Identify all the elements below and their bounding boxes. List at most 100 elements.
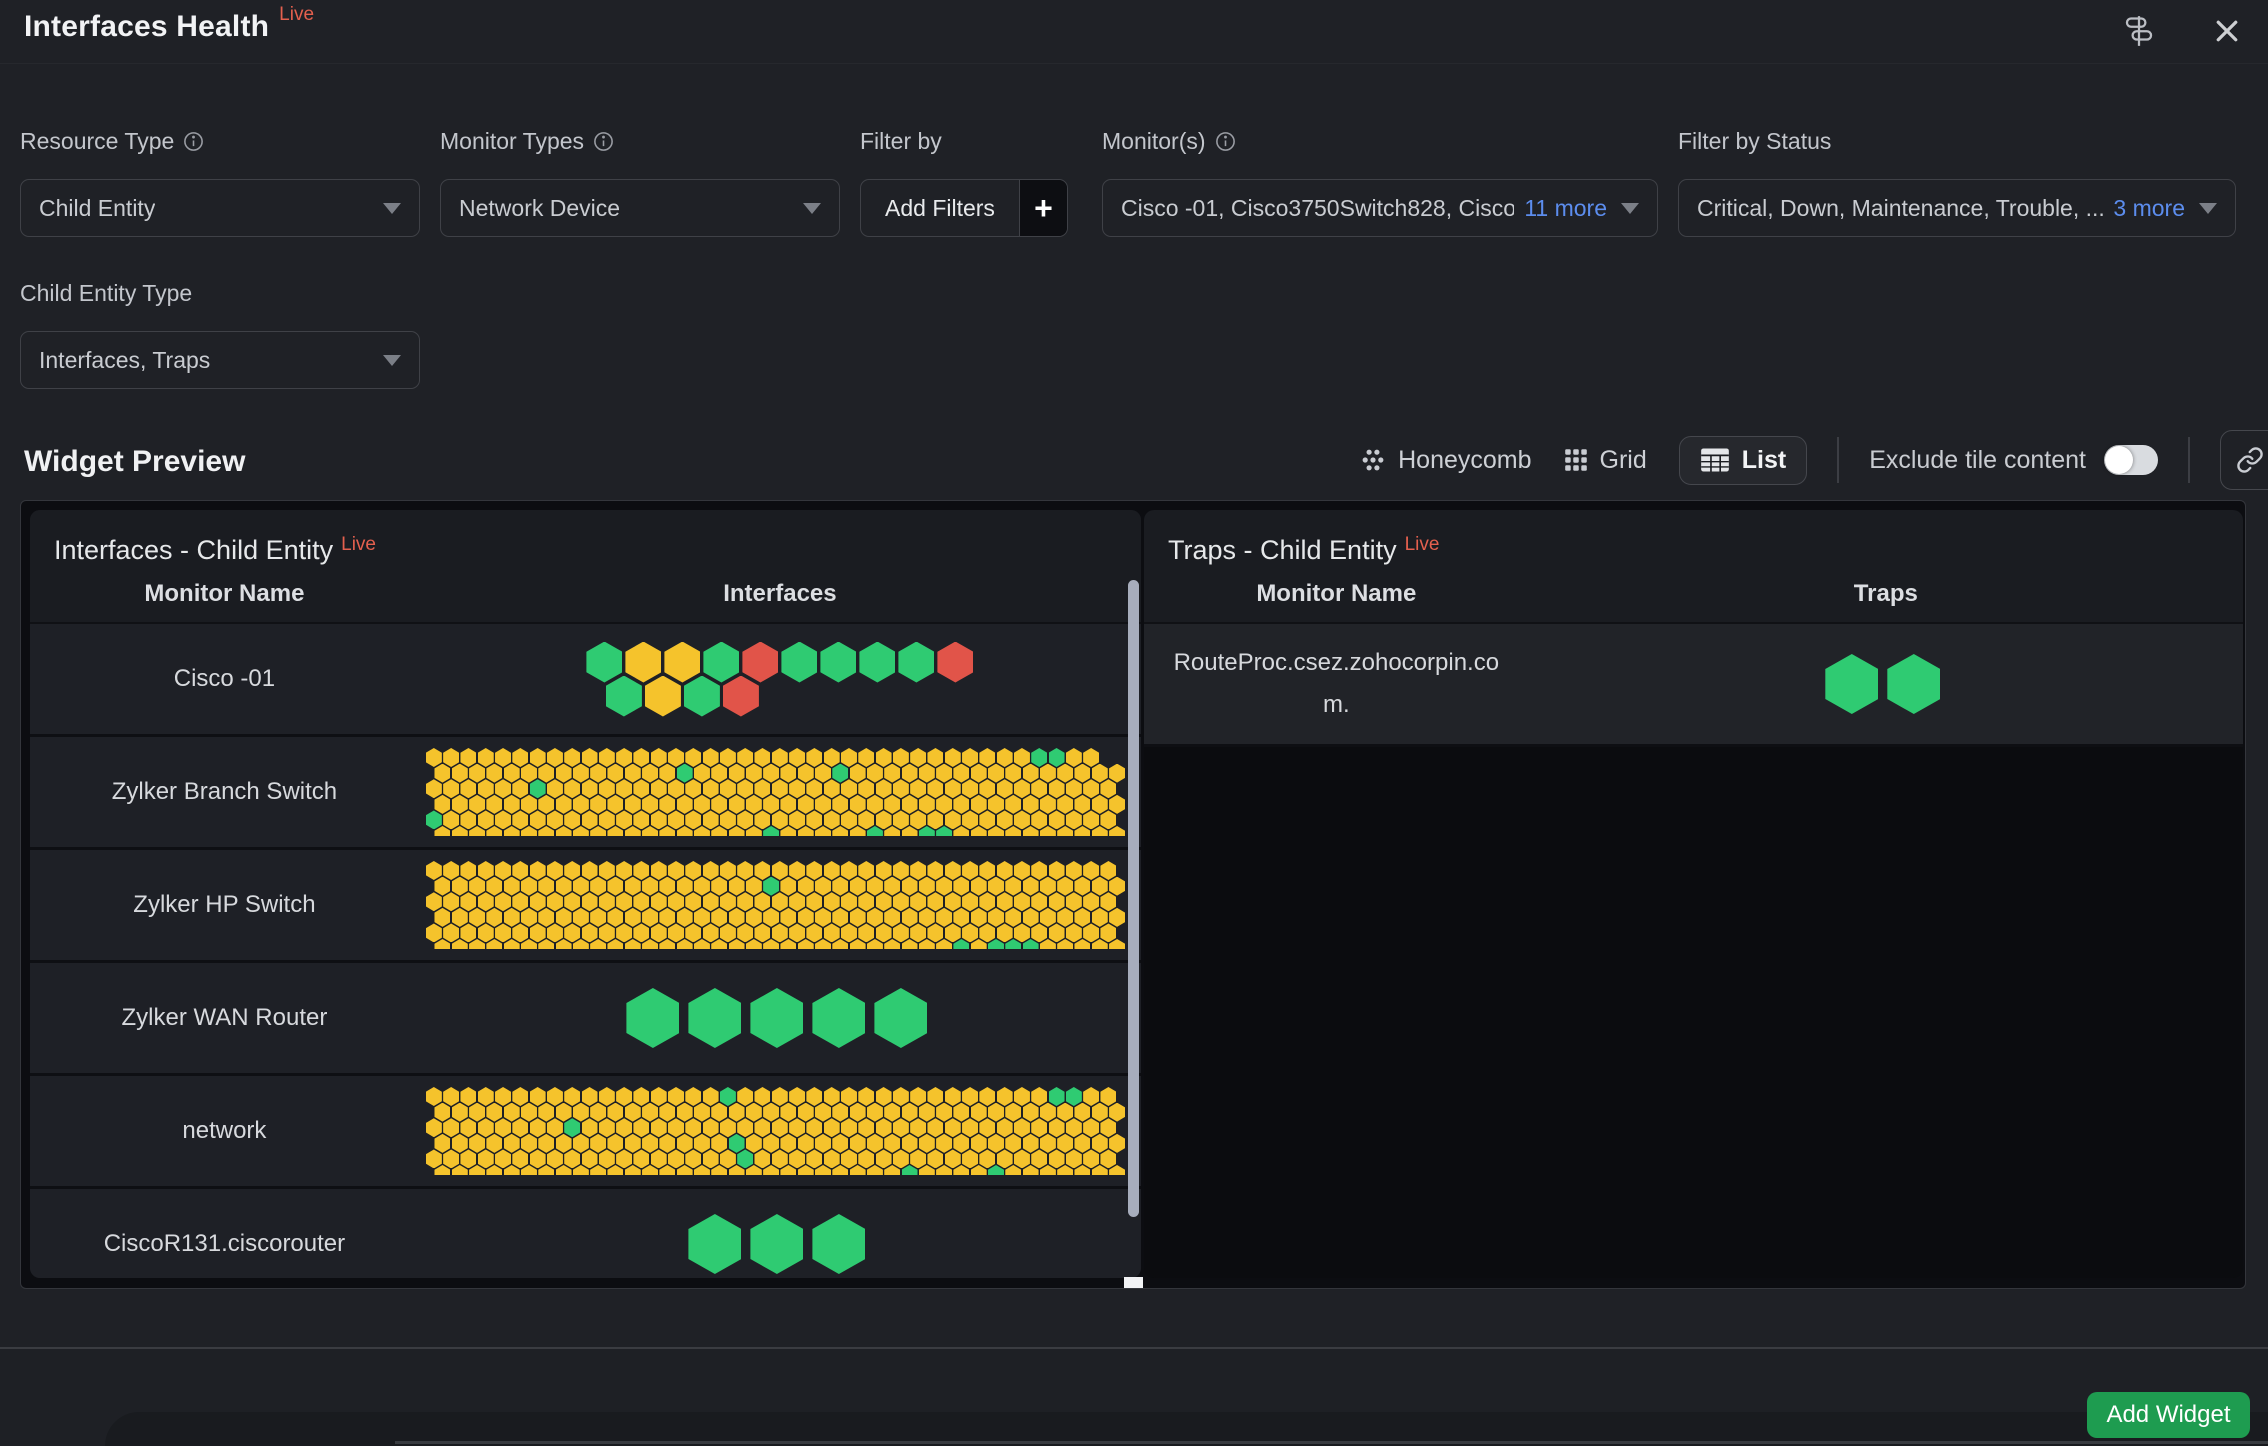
hex-tile-trouble[interactable] — [944, 861, 961, 880]
hex-tile-trouble[interactable] — [693, 939, 710, 949]
hex-tile-trouble[interactable] — [1100, 892, 1117, 912]
hex-tile-trouble[interactable] — [763, 1102, 780, 1122]
hex-tile-trouble[interactable] — [953, 826, 970, 836]
hex-tile-trouble[interactable] — [607, 1102, 624, 1122]
hex-tile-trouble[interactable] — [884, 794, 901, 814]
hex-tile-trouble[interactable] — [572, 939, 589, 949]
hex-tile-trouble[interactable] — [659, 1165, 676, 1175]
hex-tile-trouble[interactable] — [555, 939, 572, 949]
hex-tile-trouble[interactable] — [901, 907, 918, 927]
hex-tile-trouble[interactable] — [858, 892, 875, 912]
hex-tile-trouble[interactable] — [503, 1133, 520, 1153]
hex-tile-trouble[interactable] — [970, 794, 987, 814]
hex-tile-trouble[interactable] — [451, 794, 468, 814]
hex-tile-trouble[interactable] — [849, 907, 866, 927]
close-icon[interactable] — [2212, 16, 2242, 46]
hex-tile-trouble[interactable] — [693, 876, 710, 896]
hex-tile-trouble[interactable] — [425, 748, 442, 767]
hex-tile-trouble[interactable] — [702, 1087, 719, 1106]
info-icon[interactable] — [1215, 131, 1236, 152]
hex-tile-up[interactable] — [529, 779, 546, 799]
hex-tile-trouble[interactable] — [711, 939, 728, 949]
hex-tile-trouble[interactable] — [1065, 1118, 1082, 1138]
hex-tile-trouble[interactable] — [970, 763, 987, 783]
hex-tile-trouble[interactable] — [936, 1102, 953, 1122]
hex-tile-trouble[interactable] — [1083, 810, 1100, 830]
hex-tile-trouble[interactable] — [520, 1102, 537, 1122]
hex-tile-trouble[interactable] — [477, 779, 494, 799]
hex-tile-trouble[interactable] — [616, 861, 633, 880]
hex-tile-trouble[interactable] — [676, 1165, 693, 1175]
hex-tile-trouble[interactable] — [668, 810, 684, 830]
hex-tile-trouble[interactable] — [590, 763, 607, 783]
hex-tile-trouble[interactable] — [581, 923, 598, 943]
hex-tile-up[interactable] — [763, 826, 780, 836]
hex-tile-trouble[interactable] — [797, 907, 814, 927]
hex-tile-trouble[interactable] — [668, 748, 684, 767]
hex-tile-trouble[interactable] — [780, 907, 797, 927]
plus-icon[interactable]: + — [1018, 180, 1067, 236]
hex-tile-trouble[interactable] — [590, 907, 607, 927]
hex-tile-trouble[interactable] — [1022, 794, 1039, 814]
hex-tile-trouble[interactable] — [849, 826, 866, 836]
hex-tile-trouble[interactable] — [538, 939, 555, 949]
hex-tile-trouble[interactable] — [607, 939, 624, 949]
hex-tile-trouble[interactable] — [546, 810, 563, 830]
hex-tile-trouble[interactable] — [1091, 826, 1108, 836]
hex-tile-trouble[interactable] — [676, 1102, 693, 1122]
hex-tile-trouble[interactable] — [1109, 794, 1126, 814]
hex-tile-up[interactable] — [1048, 1087, 1065, 1106]
hex-tile-trouble[interactable] — [1091, 794, 1108, 814]
hex-tile-trouble[interactable] — [996, 923, 1013, 943]
hex-tile-trouble[interactable] — [633, 810, 650, 830]
hex-tile-trouble[interactable] — [953, 763, 970, 783]
hex-tile-trouble[interactable] — [659, 907, 676, 927]
hex-tile-trouble[interactable] — [1022, 1102, 1039, 1122]
hex-tile-trouble[interactable] — [572, 794, 589, 814]
hex-tile-trouble[interactable] — [1065, 892, 1082, 912]
hex-tile-trouble[interactable] — [443, 923, 460, 943]
hex-tile-trouble[interactable] — [495, 748, 512, 767]
hex-tile-trouble[interactable] — [529, 861, 546, 880]
hex-tile-trouble[interactable] — [936, 876, 953, 896]
hex-tile-trouble[interactable] — [659, 1133, 676, 1153]
hex-tile-trouble[interactable] — [892, 779, 909, 799]
hex-tile-trouble[interactable] — [460, 1149, 477, 1169]
hex-tile-trouble[interactable] — [884, 1165, 901, 1175]
hex-tile-trouble[interactable] — [486, 1133, 503, 1153]
hex-tile-trouble[interactable] — [512, 861, 529, 880]
hex-tile-trouble[interactable] — [987, 907, 1004, 927]
hex-tile-trouble[interactable] — [1100, 779, 1117, 799]
hex-tile-trouble[interactable] — [590, 876, 607, 896]
hex-tile-trouble[interactable] — [633, 1087, 650, 1106]
hex-tile-trouble[interactable] — [858, 923, 875, 943]
hex-tile-trouble[interactable] — [1074, 876, 1091, 896]
hex-tile-trouble[interactable] — [1074, 794, 1091, 814]
hex-tile-up[interactable] — [564, 1118, 581, 1138]
signpost-layout-icon[interactable] — [2122, 14, 2156, 48]
hex-tile-trouble[interactable] — [503, 1165, 520, 1175]
hex-tile-trouble[interactable] — [918, 1165, 935, 1175]
hex-tile-trouble[interactable] — [590, 1165, 607, 1175]
hex-tile-up[interactable] — [953, 939, 970, 949]
hex-tile-trouble[interactable] — [1074, 763, 1091, 783]
hex-tile-trouble[interactable] — [469, 763, 486, 783]
hex-tile-trouble[interactable] — [780, 826, 797, 836]
hex-tile-trouble[interactable] — [840, 748, 857, 767]
hex-tile-trouble[interactable] — [1065, 779, 1082, 799]
hex-tile-trouble[interactable] — [425, 861, 442, 880]
hex-tile-trouble[interactable] — [624, 876, 641, 896]
hex-tile-trouble[interactable] — [1091, 939, 1108, 949]
hex-tile-trouble[interactable] — [970, 939, 987, 949]
hex-tile-trouble[interactable] — [434, 876, 451, 896]
hex-tile-trouble[interactable] — [1109, 1102, 1126, 1122]
hex-tile-trouble[interactable] — [564, 1149, 581, 1169]
hex-tile-trouble[interactable] — [434, 1102, 451, 1122]
hex-tile-trouble[interactable] — [953, 876, 970, 896]
info-icon[interactable] — [183, 131, 204, 152]
hex-tile-trouble[interactable] — [1022, 876, 1039, 896]
hex-tile-trouble[interactable] — [1031, 892, 1048, 912]
hex-tile-trouble[interactable] — [607, 1165, 624, 1175]
hex-tile-trouble[interactable] — [1005, 826, 1022, 836]
hex-tile-trouble[interactable] — [1065, 810, 1082, 830]
